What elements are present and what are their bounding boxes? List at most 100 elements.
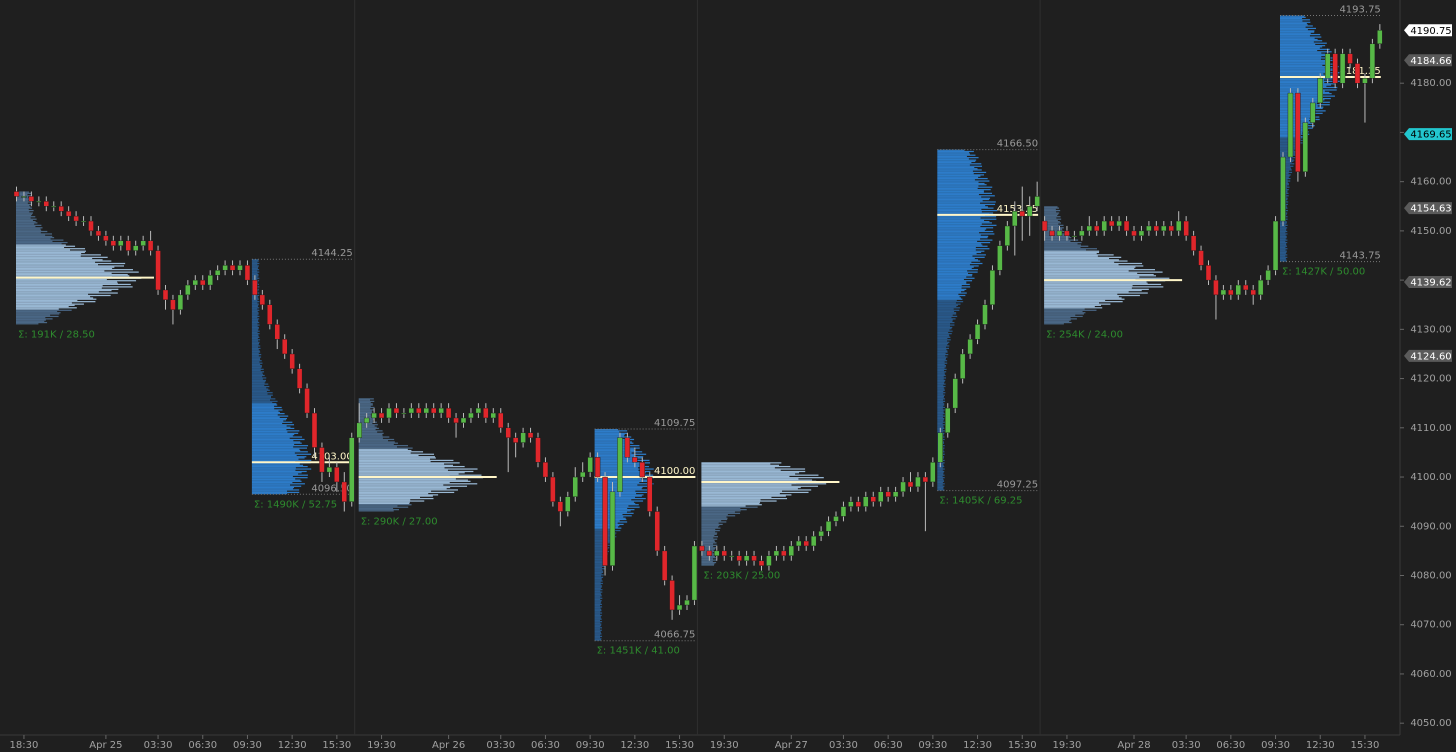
profile-row [937,483,945,485]
profile-row [1044,305,1095,308]
profile-row [16,292,118,294]
profile-row [937,401,944,404]
profile-row [937,308,954,310]
candle-body [572,476,578,497]
profile-row [701,493,780,495]
profile-row [937,425,944,427]
profile-summary: Σ: 1451K / 41.00 [597,646,680,657]
profile-row [937,309,960,311]
profile-row [594,558,604,560]
profile-row [937,264,970,266]
profile-row [937,469,943,471]
profile-row [251,336,260,338]
profile-row [1280,131,1309,133]
profile-row [251,265,259,267]
volume-profile [251,259,312,495]
candle-body [639,462,645,478]
candle-body [870,496,876,502]
profile-row [1280,68,1334,70]
profile-row [251,393,268,395]
profile-row [16,253,82,255]
candle-body [259,294,266,305]
profile-row [16,197,31,199]
profile-row [594,474,654,476]
profile-row [1280,163,1295,165]
profile-row [594,597,603,599]
profile-row [16,256,108,258]
profile-row [594,598,601,601]
candle-body [766,555,772,566]
profile-row [1280,67,1325,69]
profile-row [594,565,605,567]
profile-row [937,479,944,481]
profile-row [251,397,271,399]
profile-row [937,384,944,386]
x-tick-label: 12:30 [620,740,649,751]
profile-row [701,544,718,546]
candle-body [80,220,87,223]
profile-row [16,241,68,244]
profile-row [251,303,259,305]
profile-row [937,399,944,401]
profile-row [1280,45,1326,47]
profile-row [251,469,296,471]
candle-body [1257,279,1264,296]
candle-body [237,265,243,271]
profile-row [1044,307,1103,309]
profile-row [1280,29,1308,31]
profile-row [937,334,949,336]
x-tick-label: 12:30 [1306,740,1335,751]
profile-row [594,497,646,500]
profile-row [594,545,607,548]
y-tick-label: 4180.00 [1410,78,1451,89]
profile-row [594,436,632,438]
y-tick-label: 4130.00 [1410,324,1451,335]
profile-row [701,523,723,526]
x-tick-label: 15:30 [1008,740,1037,751]
profile-row [251,384,265,386]
profile-row [358,446,397,448]
profile-row [937,390,944,393]
profile-row [251,436,303,438]
profile-row [937,267,972,270]
profile-row [251,427,295,430]
profile-row [251,378,263,380]
profile-row [251,320,259,322]
profile-low-label: 4097.25 [997,480,1038,491]
profile-row [16,281,118,283]
profile-row [358,481,450,484]
profile-row [937,388,945,390]
profile-row [16,239,64,241]
profile-row [16,191,29,193]
profile-row [358,440,389,442]
price-badge [1404,275,1452,288]
profile-row [16,202,28,204]
profile-row [1044,255,1098,257]
profile-row [1280,129,1308,132]
profile-row [1280,249,1286,251]
profile-row [251,435,293,437]
profile-row [1280,79,1324,81]
profile-row [594,547,610,549]
profile-row [594,585,603,587]
profile-row [937,198,990,201]
profile-row [1044,293,1118,295]
profile-row [1280,117,1310,119]
profile-row [937,239,993,241]
profile-row [594,433,625,436]
profile-row [937,244,983,246]
profile-row [937,165,983,167]
profile-row [358,506,409,508]
candle-body [1012,210,1018,227]
x-tick-label: 12:30 [963,740,992,751]
profile-row [1280,19,1310,21]
profile-row [16,200,29,202]
profile-row [594,440,627,442]
profile-row [251,362,263,364]
profile-row [251,301,260,303]
profile-row [1280,40,1323,42]
profile-row [594,582,603,585]
profile-row [937,229,985,231]
profile-row [251,463,300,465]
profile-row [1280,160,1294,162]
